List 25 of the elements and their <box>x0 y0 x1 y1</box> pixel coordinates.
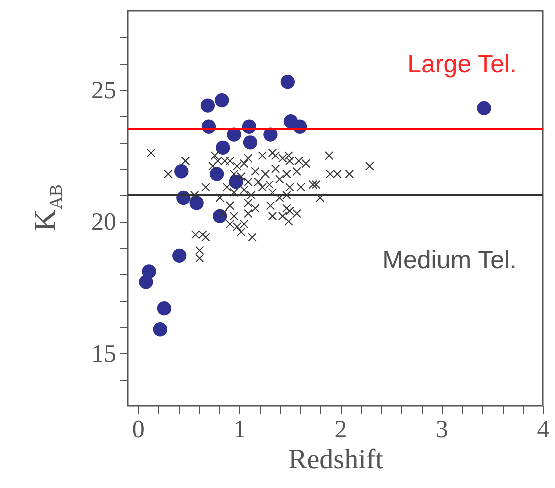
point <box>216 140 230 155</box>
point <box>190 196 204 210</box>
x-tick-label: 0 <box>132 416 145 444</box>
point <box>139 275 154 290</box>
point <box>200 98 216 113</box>
point <box>157 302 172 316</box>
y-tick-label: 15 <box>92 340 116 368</box>
y-tick-label: 25 <box>92 78 116 104</box>
ref-line-label: Medium Tel. <box>382 246 517 274</box>
point <box>280 75 295 90</box>
point <box>174 164 189 179</box>
point <box>229 175 244 190</box>
point <box>215 93 230 108</box>
point <box>172 248 187 263</box>
point <box>153 322 168 337</box>
x-axis-title: Redshift <box>288 444 384 476</box>
x-tick-label: 4 <box>537 416 550 444</box>
x-tick-label: 3 <box>436 416 449 444</box>
point <box>243 136 258 150</box>
point <box>210 167 224 182</box>
point <box>477 101 492 116</box>
y-tick-label: 20 <box>92 209 116 236</box>
ref-line-label: Large Tel. <box>408 50 517 78</box>
x-tick-label: 1 <box>234 416 246 444</box>
x-tick-label: 2 <box>334 416 348 444</box>
